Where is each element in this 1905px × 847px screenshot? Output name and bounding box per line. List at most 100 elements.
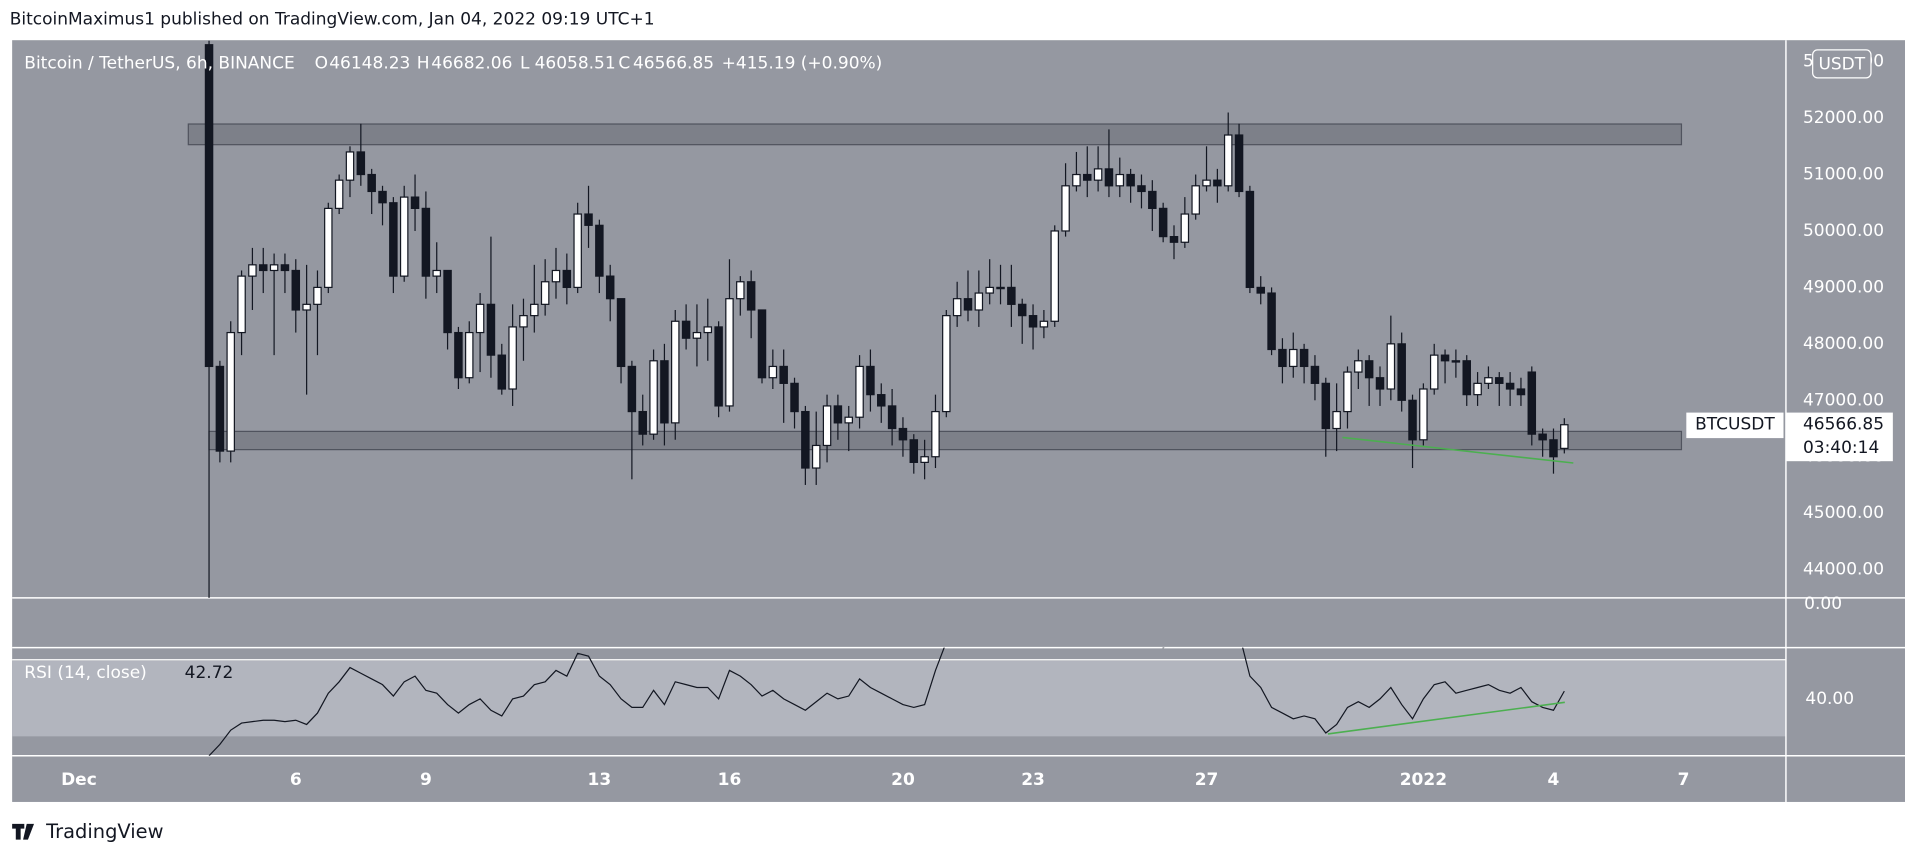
legend-key: L <box>520 53 530 73</box>
candle-body-up <box>1473 382 1482 396</box>
candle-body-up <box>1191 185 1200 215</box>
candle-body-down <box>291 269 301 311</box>
footer-brand: TradingView <box>45 820 163 843</box>
candle-body-up <box>324 207 333 289</box>
candle-body-down <box>367 173 376 193</box>
candle-body-down <box>1495 377 1504 384</box>
support-zone <box>208 430 1683 451</box>
candle-body-down <box>1538 433 1547 441</box>
candle-body-down <box>421 207 431 277</box>
y-tick-label: 45000.00 <box>1803 503 1884 523</box>
candle-body-down <box>963 298 973 311</box>
candle-body-down <box>833 405 843 424</box>
candle-body-down <box>1462 360 1471 396</box>
candle-body-down <box>1505 382 1515 390</box>
candle-body-up <box>334 179 344 209</box>
candle-body-down <box>877 394 886 407</box>
candle-body-up <box>1343 371 1352 413</box>
candle-body-down <box>497 354 507 390</box>
candle-body-down <box>595 224 604 277</box>
candle-body-up <box>302 303 311 311</box>
candle-body-up <box>703 326 713 334</box>
candle-body-down <box>638 410 647 435</box>
rsi-last-value: 42.72 <box>185 663 234 683</box>
candle-body-down <box>1017 303 1027 317</box>
candle-body-down <box>681 320 691 339</box>
candle-body-down <box>1213 179 1222 187</box>
candle-body-up <box>1289 348 1298 368</box>
resistance-zone <box>187 123 1683 146</box>
symbol-tag <box>1686 412 1784 439</box>
pane-axis-label: 0.00 <box>1804 594 1842 614</box>
candle-body-up <box>508 326 517 390</box>
x-tick-label: 27 <box>1195 770 1219 790</box>
labels: 53000.0052000.0051000.0050000.0049000.00… <box>24 49 1893 790</box>
x-tick-label: 6 <box>290 770 302 790</box>
candle-body-up <box>1061 185 1070 232</box>
legend-key: O <box>315 53 328 73</box>
candle-body-up <box>475 303 485 334</box>
candle-body-up <box>1386 343 1396 390</box>
candle-body-down <box>1408 399 1417 441</box>
pane-separators <box>12 40 1905 802</box>
rsi-band <box>12 661 1786 737</box>
candle-body-up <box>942 315 951 413</box>
candle-body-up <box>226 331 235 452</box>
y-tick-label: 51000.00 <box>1803 165 1884 185</box>
candle-body-down <box>1137 185 1146 193</box>
candle-body-up <box>920 456 929 463</box>
candle-body-down <box>660 360 669 424</box>
candle-body-up <box>952 298 962 317</box>
candle-body-up <box>822 405 832 447</box>
x-tick-label: 2022 <box>1400 770 1447 790</box>
candle-body-down <box>779 365 788 384</box>
candle-body-up <box>345 151 355 181</box>
candle-body-up <box>1202 179 1211 187</box>
logo <box>12 823 35 840</box>
candle-body-up <box>399 196 409 277</box>
candle-body-up <box>248 264 257 277</box>
rsi-pane <box>208 647 1565 756</box>
candle-body-down <box>1299 348 1309 368</box>
candle-body-down <box>1256 286 1265 294</box>
candle-body-down <box>1397 343 1406 401</box>
candle-body-up <box>768 365 778 379</box>
x-tick-label: Dec <box>61 770 97 790</box>
candle-body-down <box>1364 360 1374 379</box>
candle-body-down <box>790 382 799 413</box>
price-tag <box>1785 412 1893 462</box>
candle-body-up <box>996 286 1005 290</box>
candle-body-up <box>1484 377 1493 384</box>
candle-body-down <box>443 269 452 334</box>
chart-title: Bitcoin / TetherUS, 6h, BINANCE <box>24 53 294 73</box>
candle-body-up <box>736 281 745 300</box>
candle-body-up <box>1093 168 1103 181</box>
candle-body-down <box>1267 292 1276 351</box>
rsi-title: RSI (14, close) <box>24 663 147 683</box>
candle-body-up <box>465 331 474 379</box>
x-tick-label: 9 <box>420 770 432 790</box>
candle-body-up <box>649 360 658 435</box>
candle-body-down <box>1007 286 1016 305</box>
candle-body-down <box>616 298 626 368</box>
candle-body-down <box>866 365 875 396</box>
y-tick-label: 48000.00 <box>1803 334 1884 354</box>
candle-body-down <box>389 202 398 277</box>
candle-body-down <box>1549 439 1558 458</box>
candle-body-down <box>627 365 637 413</box>
candle-body-up <box>931 410 940 458</box>
candle-body-down <box>1321 382 1331 430</box>
currency: USDT <box>1818 54 1865 74</box>
candle-body-up <box>313 286 322 305</box>
candle-body-down <box>1234 134 1244 193</box>
legend-key: C <box>618 53 630 73</box>
x-tick-label: 20 <box>891 770 915 790</box>
candle-body-down <box>1083 173 1092 181</box>
candle-body-down <box>887 405 897 430</box>
y-tick-label: 50000.00 <box>1803 221 1884 241</box>
candle-body-down <box>486 303 496 356</box>
y-tick-label: 47000.00 <box>1803 390 1884 410</box>
candle-body-up <box>1419 388 1428 441</box>
candle-body-up <box>671 320 680 424</box>
candle-body-up <box>432 269 441 277</box>
